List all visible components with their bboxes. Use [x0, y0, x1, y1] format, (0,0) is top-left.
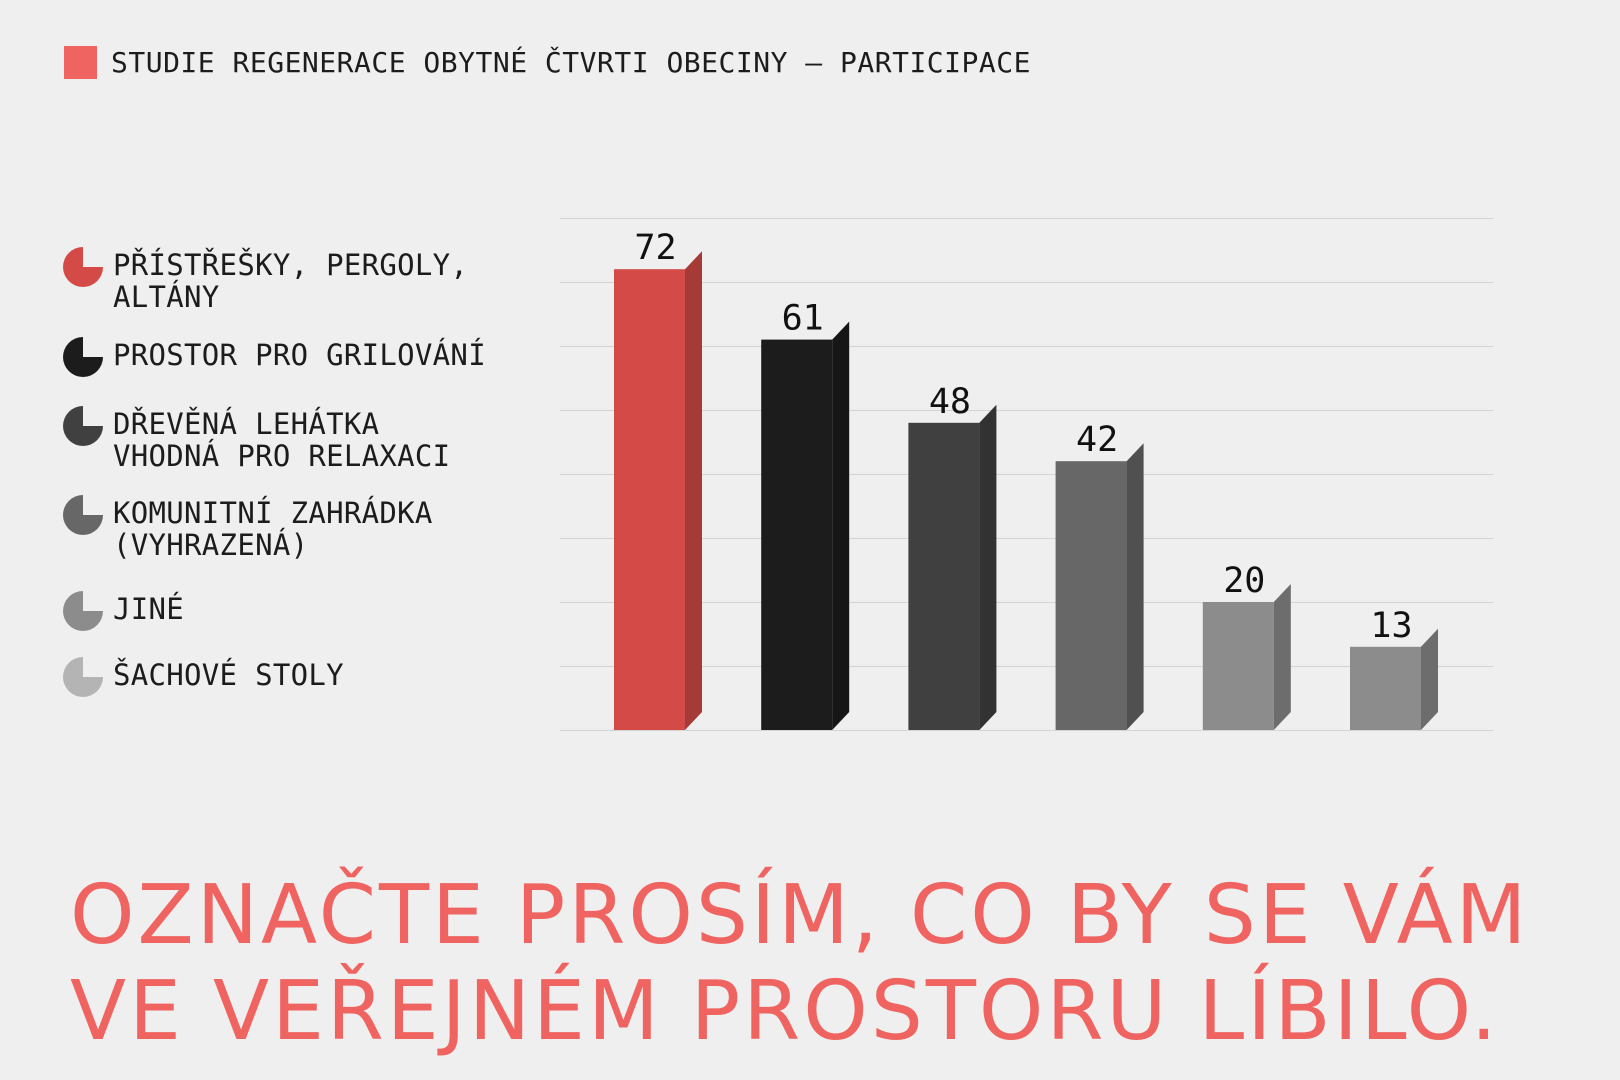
legend-item: PROSTOR PRO GRILOVÁNÍ [62, 336, 486, 378]
legend-label-line: VHODNÁ PRO RELAXACI [113, 439, 451, 473]
bar [1055, 461, 1127, 730]
pie-chart-icon [63, 337, 103, 377]
legend-item: JINÉ [62, 590, 184, 632]
bar [761, 339, 833, 730]
question-line-1: OZNAČTE PROSÍM, CO BY SE VÁM [70, 868, 1530, 963]
pie-chart-icon [63, 495, 103, 535]
bar-side [979, 404, 997, 730]
bar [1202, 602, 1274, 730]
value-label: 42 [1076, 420, 1118, 460]
legend-item: ŠACHOVÉ STOLY [62, 656, 344, 698]
legend-label: DŘEVĚNÁ LEHÁTKA VHODNÁ PRO RELAXACI [113, 405, 450, 472]
header: STUDIE REGENERACE OBYTNÉ ČTVRTI OBECINY … [64, 46, 1031, 79]
bar-group [908, 404, 997, 730]
bar-group [1055, 443, 1144, 730]
legend-label: PŘÍSTŘEŠKY, PERGOLY, ALTÁNY [113, 246, 468, 313]
value-labels: 72 61 48 42 20 13 [634, 228, 1412, 646]
pie-chart-icon [63, 591, 103, 631]
legend-label: KOMUNITNÍ ZAHRÁDKA (VYHRAZENÁ) [113, 494, 433, 561]
legend-label-line: (VYHRAZENÁ) [113, 528, 309, 562]
legend-item: KOMUNITNÍ ZAHRÁDKA (VYHRAZENÁ) [62, 494, 433, 561]
value-label: 72 [634, 228, 676, 268]
bar-side [832, 321, 850, 730]
pie-chart-icon [63, 406, 103, 446]
header-swatch [64, 46, 97, 79]
question-line-2: VE VEŘEJNÉM PROSTORU LÍBILO. [70, 964, 1500, 1059]
legend-label-line: KOMUNITNÍ ZAHRÁDKA [113, 496, 433, 530]
legend-label-line: PROSTOR PRO GRILOVÁNÍ [113, 338, 486, 372]
legend-label-line: JINÉ [113, 592, 185, 626]
bar [1350, 646, 1421, 730]
bar [614, 269, 685, 730]
bar-group [761, 321, 850, 730]
bar-side [685, 251, 702, 730]
bar [908, 422, 980, 730]
bar-side [1421, 628, 1438, 730]
header-title: STUDIE REGENERACE OBYTNÉ ČTVRTI OBECINY … [111, 46, 1031, 79]
bar-side [1273, 584, 1291, 730]
legend-item: DŘEVĚNÁ LEHÁTKA VHODNÁ PRO RELAXACI [62, 405, 450, 472]
legend-label-line: ŠACHOVÉ STOLY [113, 658, 344, 692]
legend-label-line: PŘÍSTŘEŠKY, PERGOLY, [113, 248, 469, 282]
legend-label-line: DŘEVĚNÁ LEHÁTKA [113, 407, 380, 441]
grid-lines [560, 218, 1493, 731]
legend-label: PROSTOR PRO GRILOVÁNÍ [113, 336, 486, 371]
bars [614, 251, 1438, 730]
pie-chart-icon [63, 657, 103, 697]
chart-legend: PŘÍSTŘEŠKY, PERGOLY, ALTÁNY PROSTOR PRO GR… [62, 0, 542, 1080]
question-text: OZNAČTE PROSÍM, CO BY SE VÁM VE VEŘEJNÉM… [70, 868, 1570, 1060]
bar-group [614, 251, 702, 730]
value-label: 61 [782, 299, 824, 339]
legend-item: PŘÍSTŘEŠKY, PERGOLY, ALTÁNY [62, 246, 468, 313]
legend-label: ŠACHOVÉ STOLY [113, 656, 344, 691]
bar-group [1202, 584, 1291, 730]
value-label: 48 [929, 382, 971, 422]
legend-label: JINÉ [113, 590, 184, 625]
bar-group [1350, 628, 1438, 730]
pie-chart-icon [63, 247, 103, 287]
value-label: 13 [1370, 606, 1412, 646]
value-label: 20 [1223, 561, 1265, 601]
bar-side [1126, 443, 1144, 730]
legend-label-line: ALTÁNY [113, 280, 220, 314]
